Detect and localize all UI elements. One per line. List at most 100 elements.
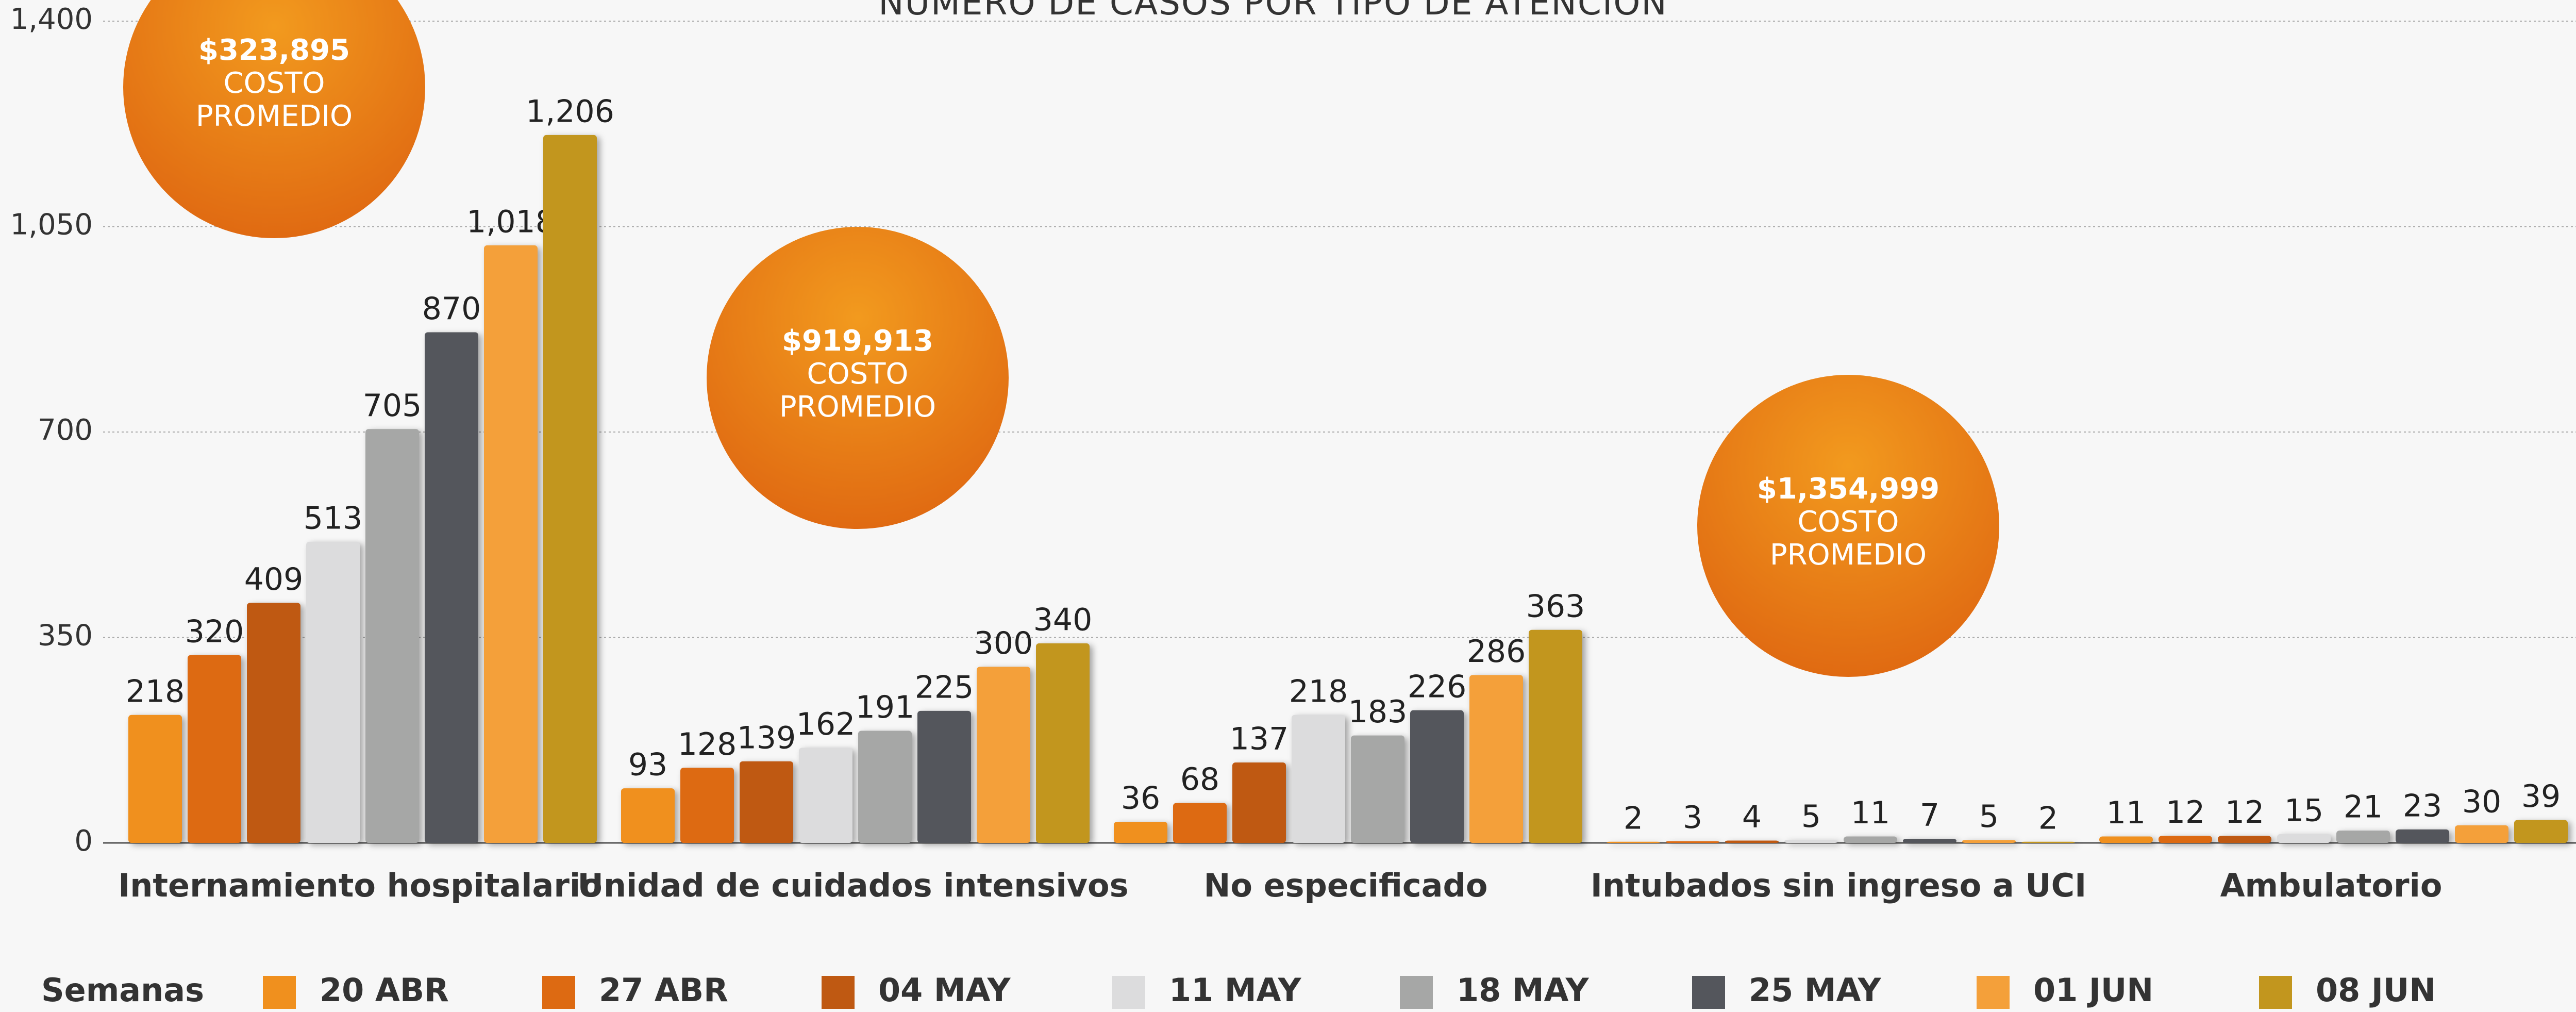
value-label: 363 xyxy=(1526,588,1585,624)
value-label: 36 xyxy=(1121,781,1160,817)
value-label: 1,206 xyxy=(526,93,614,129)
value-label: 162 xyxy=(796,706,856,742)
value-label: 409 xyxy=(244,561,304,598)
bar xyxy=(2099,836,2153,843)
bar xyxy=(799,748,852,843)
value-label: 218 xyxy=(126,673,185,709)
bar xyxy=(1607,841,1660,843)
bar xyxy=(680,768,734,843)
legend-swatch xyxy=(263,976,296,1009)
bar xyxy=(1410,710,1464,843)
bubble-text: $1,354,999 xyxy=(1757,472,1939,506)
value-label: 2 xyxy=(1624,800,1643,836)
bar xyxy=(425,332,478,843)
cost-bubble xyxy=(707,227,1009,529)
x-tick-label: Internamiento hospitalario xyxy=(118,867,603,904)
value-label: 93 xyxy=(628,747,667,783)
bubble-text: COSTO xyxy=(223,67,325,100)
value-label: 2 xyxy=(2038,800,2058,836)
bar xyxy=(858,731,912,843)
y-tick-label: 350 xyxy=(38,619,93,653)
bubble-text: COSTO xyxy=(1797,505,1899,539)
legend-swatch xyxy=(542,976,575,1009)
value-label: 191 xyxy=(856,689,915,725)
y-tick-label: 1,050 xyxy=(10,208,93,242)
bar xyxy=(484,245,538,843)
value-label: 12 xyxy=(2225,794,2264,831)
legend-label: 01 JUN xyxy=(2033,971,2153,1009)
x-tick-label: Unidad de cuidados intensivos xyxy=(577,867,1128,904)
value-label: 15 xyxy=(2284,793,2323,829)
legend-label: 18 MAY xyxy=(1457,971,1590,1009)
bar xyxy=(1036,643,1090,843)
bubble-text: PROMEDIO xyxy=(1770,538,1927,572)
value-label: 4 xyxy=(1742,799,1762,835)
x-tick-label: Intubados sin ingreso a UCI xyxy=(1591,867,2086,904)
bar xyxy=(1173,803,1227,843)
legend-swatch xyxy=(822,976,855,1009)
value-label: 183 xyxy=(1348,694,1408,730)
bar xyxy=(1114,822,1167,843)
legend-label: 20 ABR xyxy=(320,971,449,1009)
legend-label: 25 MAY xyxy=(1749,971,1882,1009)
bar xyxy=(977,667,1030,843)
value-label: 3 xyxy=(1683,800,1702,836)
value-label: 320 xyxy=(185,613,244,650)
value-label: 218 xyxy=(1289,673,1348,709)
legend-label: 04 MAY xyxy=(878,971,1011,1009)
y-tick-label: 0 xyxy=(74,824,93,858)
value-label: 12 xyxy=(2166,794,2205,831)
bar xyxy=(1962,840,2016,843)
value-label: 137 xyxy=(1230,721,1289,757)
value-label: 340 xyxy=(1033,602,1093,638)
bubble-text: PROMEDIO xyxy=(779,390,936,424)
value-label: 226 xyxy=(1408,669,1467,705)
bar xyxy=(1844,836,1897,843)
bar xyxy=(1725,840,1779,843)
bar xyxy=(247,603,300,843)
bar xyxy=(188,655,241,843)
value-label: 300 xyxy=(974,625,1033,661)
legend-swatch xyxy=(1692,976,1725,1009)
value-label: 68 xyxy=(1180,761,1219,798)
bar xyxy=(2396,829,2449,843)
bar xyxy=(1469,675,1523,843)
bar xyxy=(1666,841,1719,843)
chart-title: NÚMERO DE CASOS POR TIPO DE ATENCIÓN xyxy=(878,0,1667,23)
legend-swatch xyxy=(1977,976,2010,1009)
value-label: 705 xyxy=(363,388,422,424)
legend-swatch xyxy=(1112,976,1145,1009)
y-tick-label: 1,400 xyxy=(10,3,93,36)
bar xyxy=(1784,840,1838,843)
value-label: 39 xyxy=(2521,778,2561,815)
legend-swatch xyxy=(1400,976,1433,1009)
x-tick-label: Ambulatorio xyxy=(2220,867,2443,904)
value-label: 139 xyxy=(737,720,796,756)
bar xyxy=(306,541,360,843)
x-tick-label: No especificado xyxy=(1204,867,1488,904)
bar xyxy=(1529,629,1582,843)
bubble-text: $919,913 xyxy=(782,324,933,358)
bar xyxy=(543,135,597,843)
value-label: 513 xyxy=(304,501,363,537)
value-label: 225 xyxy=(915,669,974,705)
value-label: 21 xyxy=(2344,789,2383,825)
bar xyxy=(1292,715,1345,843)
bar xyxy=(1351,735,1404,843)
bar xyxy=(2455,825,2508,843)
value-label: 1,018 xyxy=(466,204,555,240)
bar xyxy=(2277,834,2331,843)
bar xyxy=(2159,836,2212,843)
value-label: 128 xyxy=(678,726,737,762)
bar xyxy=(128,715,182,843)
legend-swatch xyxy=(2259,976,2292,1009)
value-label: 286 xyxy=(1467,634,1526,670)
value-label: 870 xyxy=(422,291,481,327)
legend-label: 11 MAY xyxy=(1169,971,1302,1009)
bar xyxy=(2336,831,2390,843)
bar xyxy=(2514,820,2568,843)
bubble-text: COSTO xyxy=(807,357,908,391)
bar xyxy=(917,710,971,843)
bar xyxy=(1232,762,1286,843)
